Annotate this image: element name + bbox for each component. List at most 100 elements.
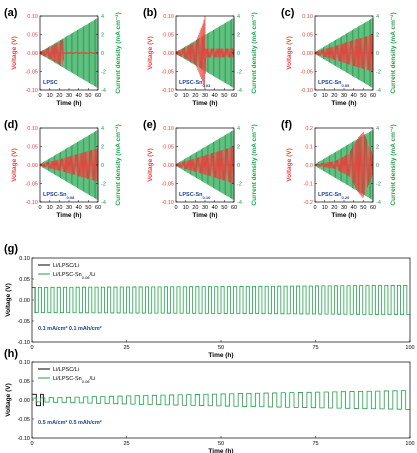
y-tick-label: -0.10 xyxy=(161,200,174,206)
y2-axis-label: Current density (mA cm⁻²) xyxy=(390,124,397,205)
y-tick-label: 0.05 xyxy=(163,33,174,39)
x-tick-label: 50 xyxy=(221,93,227,99)
x-tick-label: 40 xyxy=(212,205,218,211)
y-tick-label: 0.00 xyxy=(302,51,313,57)
x-tick-label: 40 xyxy=(351,93,357,99)
x-tick-label: 100 xyxy=(405,345,414,351)
x-tick-label: 40 xyxy=(212,93,218,99)
y-tick-label: 0.00 xyxy=(163,163,174,169)
y-tick-label: 0.2 xyxy=(305,126,313,132)
x-tick-label: 50 xyxy=(360,205,366,211)
x-tick-label: 10 xyxy=(47,93,53,99)
y-tick-label: 0.00 xyxy=(27,51,38,57)
y-tick-label: 0.1 xyxy=(305,145,313,151)
x-tick-label: 30 xyxy=(341,93,347,99)
x-tick-label: 50 xyxy=(360,93,366,99)
x-tick-label: 40 xyxy=(76,205,82,211)
x-tick-label: 0 xyxy=(30,345,33,351)
x-tick-label: 100 xyxy=(405,441,414,447)
y2-tick-label: 0 xyxy=(237,51,240,57)
sample-label: LPSC-Sn0.05 xyxy=(318,80,350,88)
y-axis-label: Voltage (V) xyxy=(11,148,18,181)
x-tick-label: 0 xyxy=(38,93,41,99)
y-tick-label: -0.10 xyxy=(17,340,30,346)
x-tick-label: 0 xyxy=(313,93,316,99)
y-tick-label: -0.05 xyxy=(161,182,174,188)
panel-label: (d) xyxy=(4,119,18,131)
y-tick-label: 0.0 xyxy=(305,163,313,169)
y2-tick-label: -4 xyxy=(237,88,242,94)
y-tick-label: 0.05 xyxy=(302,33,313,39)
y2-tick-label: 4 xyxy=(376,126,379,132)
y-tick-label: 0.10 xyxy=(27,14,38,20)
sample-label: LPSC xyxy=(43,80,58,86)
y-tick-label: -0.10 xyxy=(161,88,174,94)
x-tick-label: 20 xyxy=(56,93,62,99)
x-tick-label: 60 xyxy=(231,93,237,99)
y-tick-label: -0.10 xyxy=(300,88,313,94)
y-axis-label: Voltage (V) xyxy=(286,36,293,69)
x-tick-label: 20 xyxy=(331,93,337,99)
panel-label: (b) xyxy=(143,7,157,19)
x-axis-label: Time (h) xyxy=(331,212,356,219)
x-axis-label: Time (h) xyxy=(208,448,233,453)
legend-entry: Li/LPSC-Sn0.08/Li xyxy=(53,376,95,384)
y-tick-label: 0.10 xyxy=(163,14,174,20)
x-tick-label: 30 xyxy=(66,93,72,99)
y-tick-label: 0.00 xyxy=(27,163,38,169)
y2-tick-label: -4 xyxy=(101,200,106,206)
voltage-series xyxy=(175,146,235,184)
y2-axis-label: Current density (mA cm⁻²) xyxy=(390,12,397,93)
x-tick-label: 0 xyxy=(174,93,177,99)
y2-tick-label: 2 xyxy=(101,145,104,151)
x-tick-label: 40 xyxy=(76,93,82,99)
x-tick-label: 25 xyxy=(123,345,129,351)
x-tick-label: 60 xyxy=(231,205,237,211)
x-tick-label: 0 xyxy=(313,205,316,211)
y-tick-label: 0.05 xyxy=(163,145,174,151)
x-tick-label: 20 xyxy=(331,205,337,211)
legend-entry: Li/LPSC/Li xyxy=(53,367,79,373)
y-axis-label: Voltage (V) xyxy=(11,36,18,69)
x-tick-label: 30 xyxy=(202,93,208,99)
y-tick-label: 0.05 xyxy=(19,379,30,385)
y-tick-label: -0.05 xyxy=(300,70,313,76)
y2-tick-label: 0 xyxy=(237,163,240,169)
x-tick-label: 0 xyxy=(38,205,41,211)
x-tick-label: 60 xyxy=(370,93,376,99)
sample-label: LPSC-Sn0.10 xyxy=(179,192,211,200)
y2-tick-label: 2 xyxy=(237,145,240,151)
y-axis-label: Voltage (V) xyxy=(5,283,12,316)
x-tick-label: 10 xyxy=(47,205,53,211)
x-axis-label: Time (h) xyxy=(208,352,233,359)
x-tick-label: 25 xyxy=(123,441,129,447)
voltage-series xyxy=(314,34,374,72)
x-tick-label: 50 xyxy=(218,441,224,447)
y-tick-label: 0.10 xyxy=(19,256,30,262)
y2-tick-label: -2 xyxy=(376,182,381,188)
panel-h: (h)0.100.050.00-0.05-0.100 25 50 75 100Time … xyxy=(4,348,415,453)
x-tick-label: 20 xyxy=(192,205,198,211)
y-axis-label: Voltage (V) xyxy=(147,148,154,181)
legend: Li/LPSC/Li Li/LPSC-Sn0.08/Li xyxy=(38,263,95,280)
panel-label: (g) xyxy=(4,243,18,255)
y2-tick-label: -4 xyxy=(101,88,106,94)
x-tick-label: 60 xyxy=(95,205,101,211)
y-tick-label: -0.05 xyxy=(25,182,38,188)
y-tick-label: -0.10 xyxy=(17,436,30,442)
y2-tick-label: -2 xyxy=(237,70,242,76)
legend-entry: Li/LPSC/Li xyxy=(53,263,79,269)
y2-axis-label: Current density (mA cm⁻²) xyxy=(251,124,258,205)
y2-tick-label: 2 xyxy=(376,145,379,151)
y2-tick-label: 4 xyxy=(101,126,104,132)
x-tick-label: 10 xyxy=(183,93,189,99)
y-tick-label: 0.10 xyxy=(163,126,174,132)
y-axis-label: Voltage (V) xyxy=(286,148,293,181)
y-tick-label: 0.00 xyxy=(163,51,174,57)
voltage-series xyxy=(39,148,99,182)
x-axis-label: Time (h) xyxy=(331,100,356,107)
x-tick-label: 75 xyxy=(312,345,318,351)
y-tick-label: -0.10 xyxy=(25,88,38,94)
